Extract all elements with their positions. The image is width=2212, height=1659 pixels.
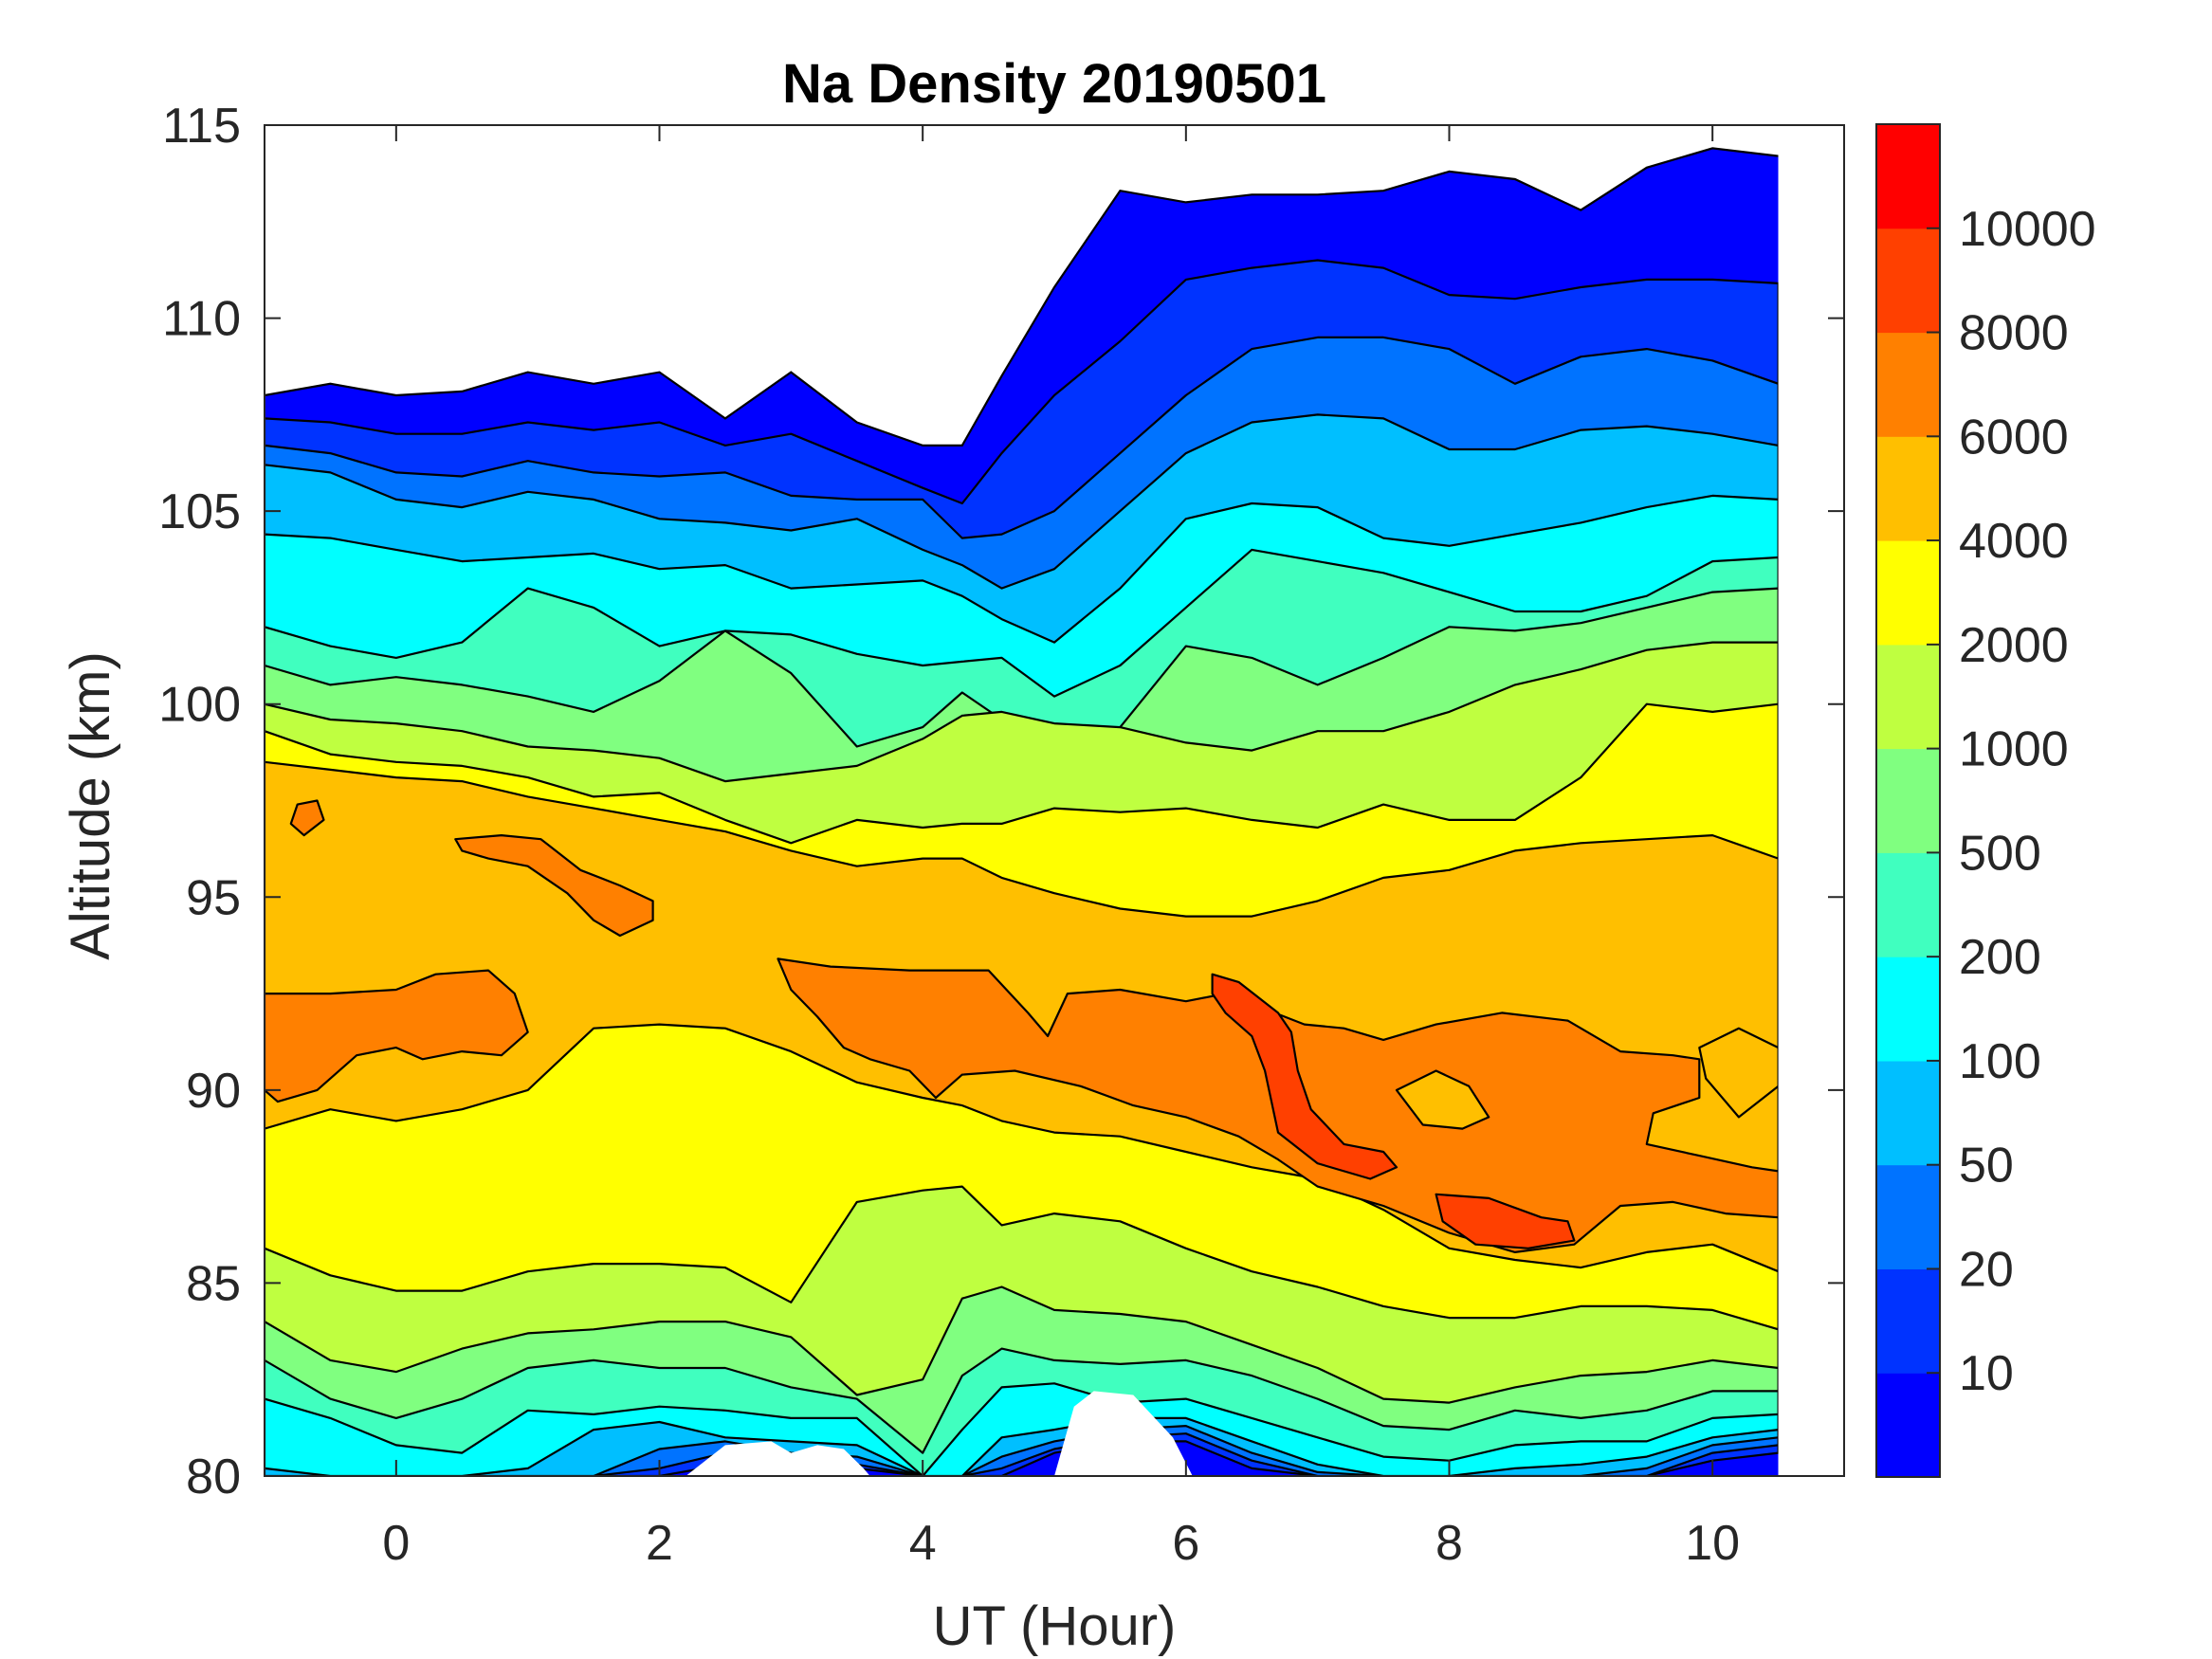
colorbar-tick-label: 200	[1959, 930, 2041, 985]
colorbar-segment	[1876, 748, 1940, 853]
colorbar-segment	[1876, 1373, 1940, 1478]
colorbar-segment	[1876, 1060, 1940, 1166]
colorbar	[1875, 123, 1941, 1478]
x-axis-label: UT (Hour)	[933, 1595, 1177, 1657]
colorbar-tick-label: 1000	[1959, 722, 2069, 777]
y-tick-label: 80	[186, 1449, 241, 1504]
colorbar-tick-label: 50	[1959, 1139, 2014, 1194]
x-tick-label: 6	[1172, 1516, 1199, 1571]
data-top-edge	[265, 147, 1779, 447]
y-tick-label: 115	[162, 99, 241, 154]
axis-ticks	[265, 124, 1844, 1477]
y-tick-label: 85	[186, 1256, 241, 1311]
colorbar-segment	[1876, 436, 1940, 541]
contour-patch-8000	[1435, 1193, 1576, 1249]
colorbar-frame	[1875, 123, 1941, 1478]
x-tick-label: 8	[1435, 1516, 1463, 1571]
x-tick-labels: 0 2 4 6 8 10	[382, 1516, 1740, 1571]
contour-patch-6000	[265, 969, 529, 1103]
colorbar-segment	[1876, 1268, 1940, 1374]
x-tick-label: 0	[382, 1516, 410, 1571]
colorbar-segment	[1876, 1164, 1940, 1269]
contour-patch-8000	[1211, 973, 1398, 1180]
colorbar-tick-label: 8000	[1959, 306, 2069, 361]
y-tick-label: 110	[162, 292, 241, 347]
colorbar-tick-label: 10000	[1959, 202, 2096, 257]
y-tick-labels: 80 85 90 95 100 105 110 115	[158, 99, 241, 1504]
plot-axes-box	[264, 124, 1845, 1477]
x-tick-label: 10	[1685, 1516, 1740, 1571]
colorbar-tick-label: 6000	[1959, 410, 2069, 465]
chart-title: Na Density 20190501	[782, 53, 1326, 115]
contour-patch-4000	[1395, 1069, 1490, 1130]
colorbar-segment	[1876, 957, 1940, 1062]
colorbar-tick-label: 10	[1959, 1346, 2014, 1401]
no-data-gap	[686, 1441, 870, 1476]
y-tick-label: 95	[186, 870, 241, 925]
colorbar-segment	[1876, 332, 1940, 437]
y-tick-label: 105	[158, 484, 241, 539]
y-axis-label: Altitude (km)	[60, 651, 121, 960]
x-tick-label: 4	[909, 1516, 937, 1571]
contour-plot-area	[265, 125, 1844, 1476]
colorbar-segment	[1876, 124, 1940, 229]
colorbar-tick-label: 20	[1959, 1242, 2014, 1297]
colorbar-segment	[1876, 228, 1940, 334]
y-tick-label: 100	[158, 678, 241, 733]
colorbar-segment	[1876, 852, 1940, 957]
contour-patch-6000	[454, 834, 654, 938]
colorbar-tick-label: 4000	[1959, 514, 2069, 569]
colorbar-tick-labels: 10 20 50 100 200 500 1000 2000 4000 6000 8000 10000	[1959, 202, 2096, 1401]
no-data-region	[1778, 125, 1844, 1476]
colorbar-segment	[1876, 540, 1940, 646]
contour-patch-6000	[289, 799, 325, 837]
y-tick-label: 90	[186, 1064, 241, 1119]
no-data-gap	[1054, 1391, 1193, 1476]
x-tick-label: 2	[646, 1516, 673, 1571]
colorbar-tick-label: 2000	[1959, 618, 2069, 673]
colorbar-tick-label: 100	[1959, 1034, 2041, 1089]
colorbar-segment	[1876, 644, 1940, 750]
colorbar-tick-label: 500	[1959, 826, 2041, 881]
